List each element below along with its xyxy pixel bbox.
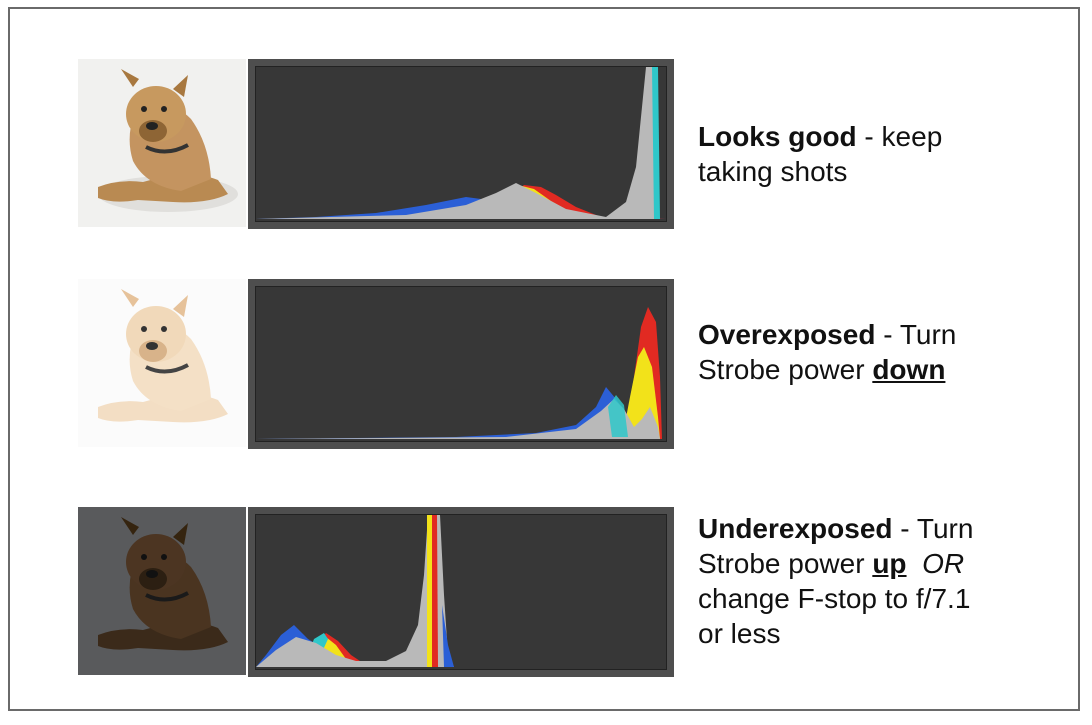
caption-line-2: Strobe power up OR [698, 546, 1058, 581]
histogram-plot [255, 66, 667, 222]
caption-action: Turn [899, 319, 957, 350]
caption-line-4: or less [698, 618, 781, 649]
status-title: Looks good [698, 121, 857, 152]
row-underexposed: Underexposed - Turn Strobe power up OR c… [10, 507, 1078, 677]
dog-photo-bright [78, 279, 246, 447]
caption-text: Strobe power [698, 354, 873, 385]
caption-line-3: change F-stop to f/7.1 [698, 583, 971, 614]
channel-cyan [608, 395, 628, 437]
caption-line-2: taking shots [698, 156, 848, 187]
histogram-plot [255, 286, 667, 442]
channel-luminance [256, 515, 454, 667]
status-title: Overexposed [698, 319, 876, 350]
caption-line-1: Underexposed - Turn [698, 511, 1058, 546]
histogram-overexposed [248, 279, 674, 449]
caption-action: Turn [916, 513, 974, 544]
caption-overexposed: Overexposed - Turn Strobe power down [698, 317, 1058, 387]
histogram-guide-panel: Looks good - keep taking shots [8, 7, 1080, 711]
row-looks-good: Looks good - keep taking shots [10, 59, 1078, 229]
emphasis-down: down [872, 354, 946, 385]
row-overexposed: Overexposed - Turn Strobe power down [10, 279, 1078, 449]
caption-text: Strobe power [698, 548, 873, 579]
spike-blue [442, 605, 454, 667]
caption-line-1: Looks good - keep [698, 119, 1058, 154]
histogram-normal [248, 59, 674, 229]
caption-line-1: Overexposed - Turn [698, 317, 1058, 352]
dog-photo-dark [78, 507, 246, 675]
caption-separator: - [892, 513, 917, 544]
caption-line-2: Strobe power down [698, 352, 1058, 387]
spike-yellow [427, 515, 432, 667]
histogram-plot [255, 514, 667, 670]
status-title: Underexposed [698, 513, 893, 544]
caption-underexposed: Underexposed - Turn Strobe power up OR c… [698, 511, 1058, 651]
channel-luminance [256, 67, 658, 219]
caption-separator: - [856, 121, 882, 152]
caption-action: keep [881, 121, 943, 152]
channel-cyan-edge [652, 67, 660, 219]
caption-looks-good: Looks good - keep taking shots [698, 119, 1058, 189]
dog-photo-normal [78, 59, 246, 227]
caption-separator: - [875, 319, 900, 350]
emphasis-or: OR [922, 548, 965, 579]
histogram-underexposed [248, 507, 674, 677]
emphasis-up: up [872, 548, 907, 579]
spike-red [432, 515, 438, 667]
